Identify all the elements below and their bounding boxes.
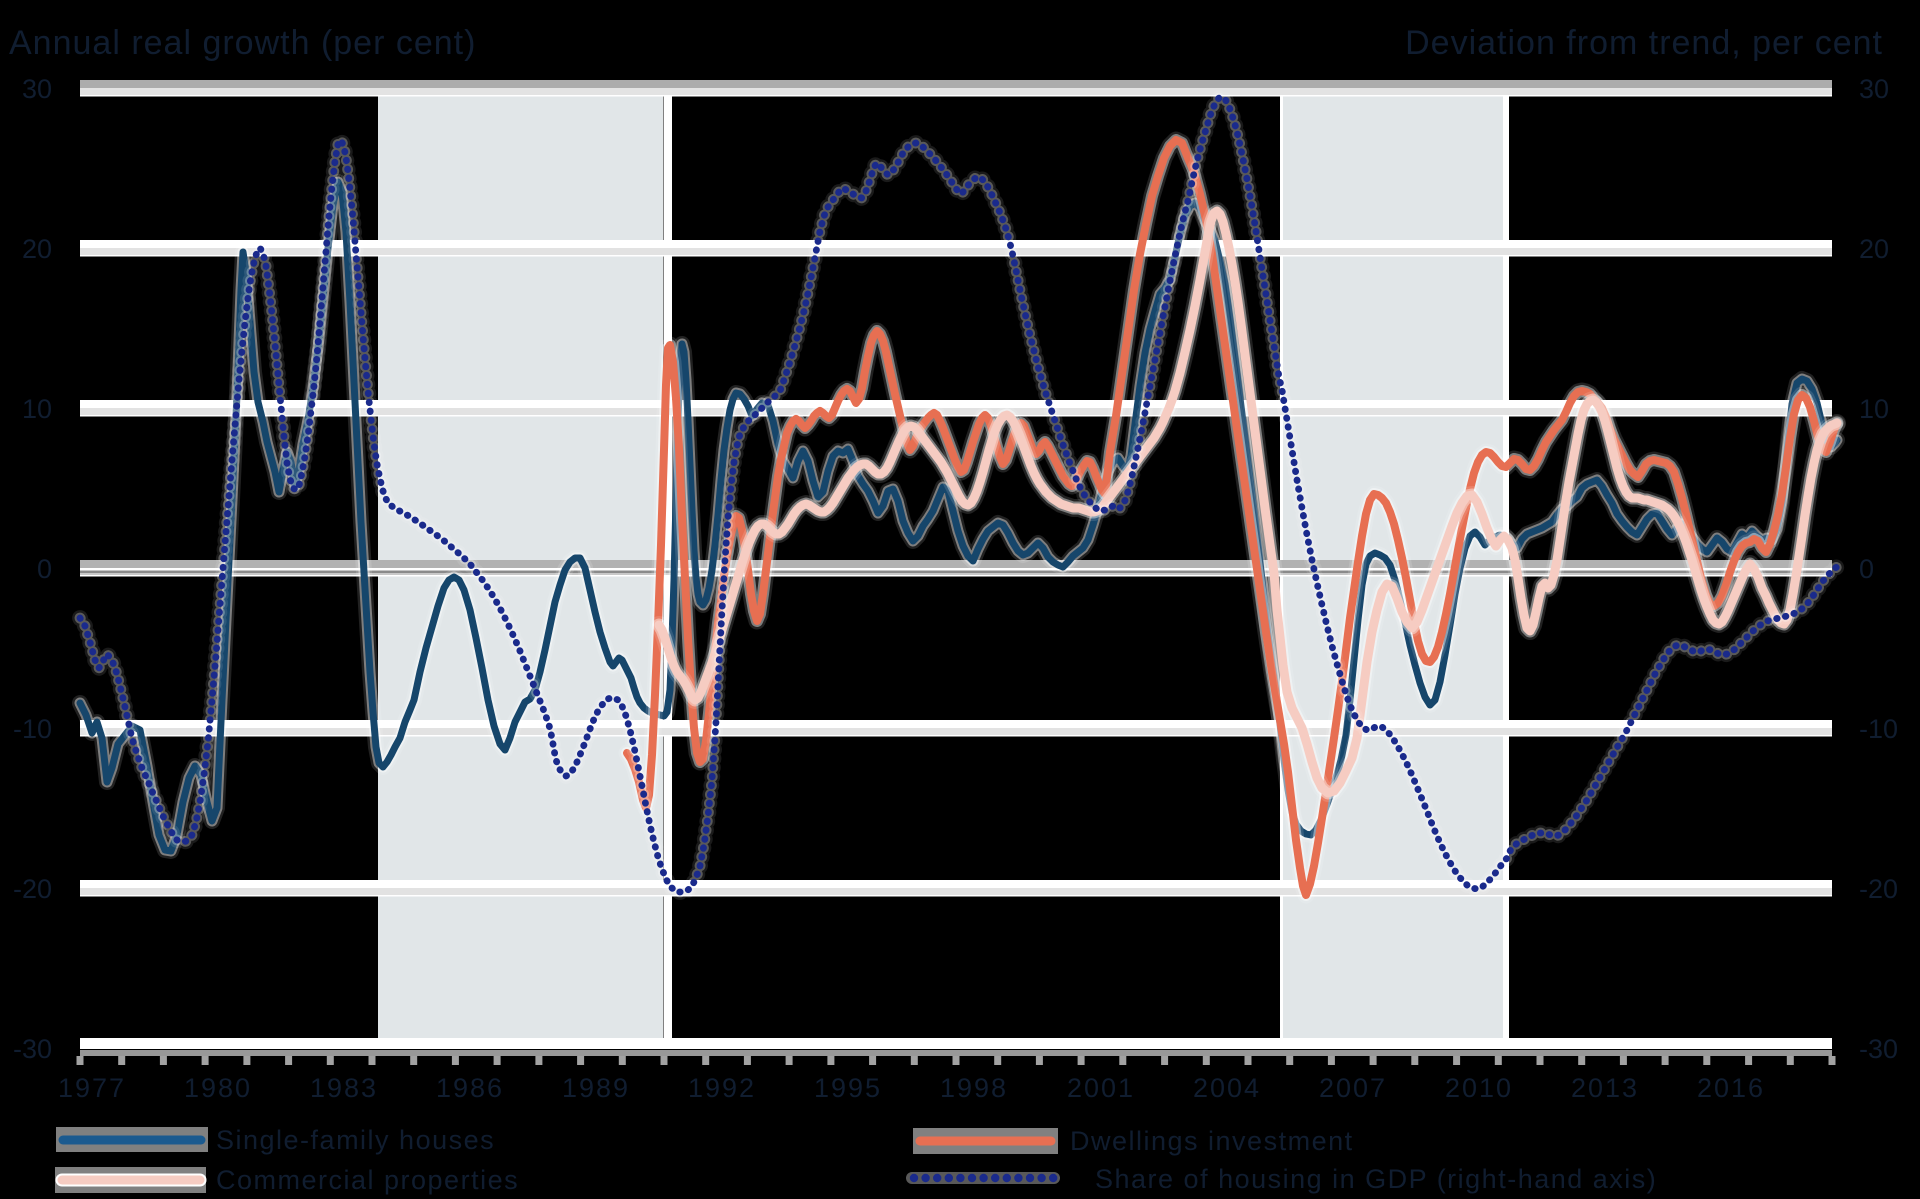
svg-text:Deviation from trend, per cent: Deviation from trend, per cent (1405, 24, 1883, 62)
svg-text:2001: 2001 (1067, 1073, 1135, 1103)
svg-text:-30: -30 (1859, 1034, 1898, 1064)
svg-text:Dwellings investment: Dwellings investment (1070, 1126, 1354, 1156)
svg-text:1980: 1980 (184, 1073, 252, 1103)
svg-text:1989: 1989 (562, 1073, 630, 1103)
svg-text:1995: 1995 (814, 1073, 882, 1103)
svg-text:1986: 1986 (436, 1073, 504, 1103)
svg-text:1992: 1992 (688, 1073, 756, 1103)
svg-text:0: 0 (1859, 554, 1874, 584)
svg-text:0: 0 (37, 554, 52, 584)
svg-text:Commercial properties: Commercial properties (216, 1165, 519, 1195)
svg-text:10: 10 (1859, 394, 1889, 424)
svg-text:-20: -20 (1859, 874, 1898, 904)
svg-text:-10: -10 (13, 714, 52, 744)
svg-text:30: 30 (1859, 74, 1889, 104)
svg-text:1998: 1998 (940, 1073, 1008, 1103)
svg-text:Share of housing in GDP (right: Share of housing in GDP (right-hand axis… (1095, 1164, 1657, 1194)
svg-text:2013: 2013 (1571, 1073, 1639, 1103)
svg-text:Annual real growth (per cent): Annual real growth (per cent) (9, 24, 476, 62)
svg-text:-10: -10 (1859, 714, 1898, 744)
svg-text:-20: -20 (13, 874, 52, 904)
svg-text:1983: 1983 (310, 1073, 378, 1103)
svg-text:2004: 2004 (1193, 1073, 1261, 1103)
svg-text:-30: -30 (13, 1034, 52, 1064)
svg-text:20: 20 (1859, 234, 1889, 264)
svg-text:20: 20 (22, 234, 52, 264)
svg-text:10: 10 (22, 394, 52, 424)
svg-text:Single-family houses: Single-family houses (216, 1125, 495, 1155)
svg-text:2007: 2007 (1319, 1073, 1387, 1103)
svg-text:30: 30 (22, 74, 52, 104)
svg-text:2010: 2010 (1445, 1073, 1513, 1103)
svg-text:1977: 1977 (58, 1073, 126, 1103)
svg-text:2016: 2016 (1697, 1073, 1765, 1103)
